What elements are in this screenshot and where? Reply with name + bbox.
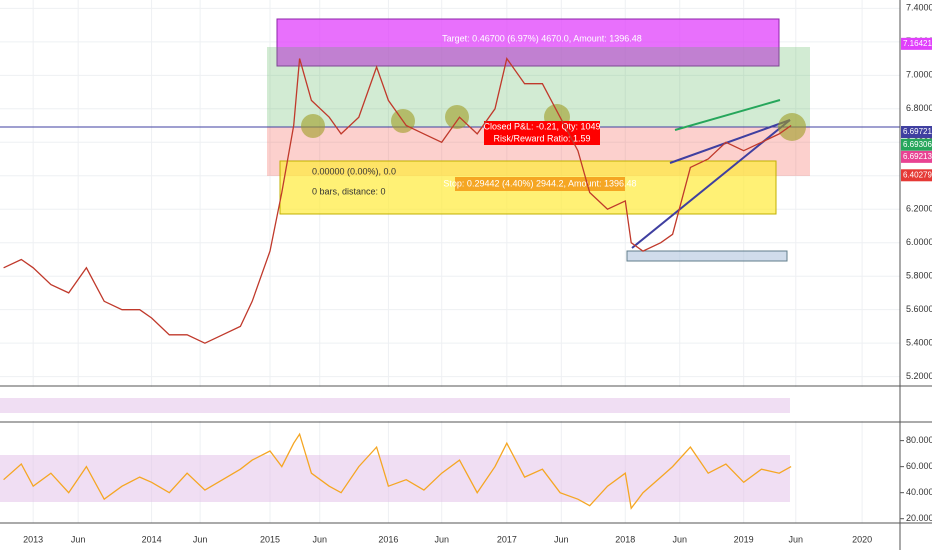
x-tick-label: 2019 [734,534,754,544]
band [0,398,790,413]
y-tick-label: 6.20000 [906,204,932,214]
stop-tag [455,177,625,191]
price-tag-label: 6.40279 [903,170,932,179]
x-tick-label: Jun [554,534,569,544]
highlight [778,113,806,141]
x-tick-label: Jun [434,534,449,544]
x-tick-label: 2016 [378,534,398,544]
y-tick-label: 20.0000 [906,513,932,523]
pnl-label: Closed P&L: -0.21, Qty: 1049 [483,121,600,131]
price-tag [901,37,932,50]
price-tag [901,150,932,163]
x-tick-label: Jun [789,534,804,544]
price-tag-label: 6.69213 [903,152,932,161]
x-tick-label: Jun [71,534,86,544]
bars-label: 0 bars, distance: 0 [312,186,386,196]
x-tick-label: 2015 [260,534,280,544]
highlight [445,105,469,129]
price-tag-label: 6.69306 [903,140,932,149]
y-tick-label: 80.0000 [906,435,932,445]
x-tick-label: 2013 [23,534,43,544]
band [0,455,790,502]
x-tick-label: 2017 [497,534,517,544]
price-tag [901,169,932,182]
target-label: Target: 0.46700 (6.97%) 4670.0, Amount: … [442,33,642,43]
x-tick-label: Jun [193,534,208,544]
x-tick-label: 2014 [142,534,162,544]
rr-label: Risk/Reward Ratio: 1.59 [493,133,590,143]
x-tick-label: 2020 [852,534,872,544]
x-tick-label: 2018 [615,534,635,544]
y-tick-label: 5.80000 [906,271,932,281]
y-tick-label: 5.60000 [906,304,932,314]
y-tick-label: 7.00000 [906,70,932,80]
y-tick-label: 6.80000 [906,103,932,113]
price-tag-label: 7.16421 [903,39,932,48]
target-box [276,18,780,67]
series-line [3,57,792,344]
price-tag-label: 6.69721 [903,127,932,136]
highlight [301,114,325,138]
x-tick-label: Jun [312,534,327,544]
y-tick-label: 40.0000 [906,487,932,497]
series-line [3,432,792,510]
price-tag [901,126,932,139]
trend-line [669,119,791,164]
stop-label: Stop: 0.29442 (4.40%) 2944.2, Amount: 13… [443,178,636,188]
y-tick-label: 5.40000 [906,338,932,348]
y-tick-label: 60.0000 [906,461,932,471]
y-tick-label: 6.00000 [906,237,932,247]
pnl-box [484,121,600,145]
arrow [674,99,781,131]
x-tick-label: Jun [672,534,687,544]
support-box [626,250,788,262]
measure-label: 0.00000 (0.00%), 0.0 [312,166,396,176]
price-tag [901,138,932,151]
y-tick-label: 5.20000 [906,371,932,381]
profit-zone [267,47,810,127]
y-tick-label: 7.40000 [906,3,932,13]
